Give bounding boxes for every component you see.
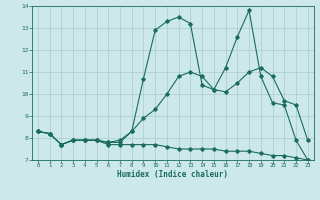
X-axis label: Humidex (Indice chaleur): Humidex (Indice chaleur) — [117, 170, 228, 179]
